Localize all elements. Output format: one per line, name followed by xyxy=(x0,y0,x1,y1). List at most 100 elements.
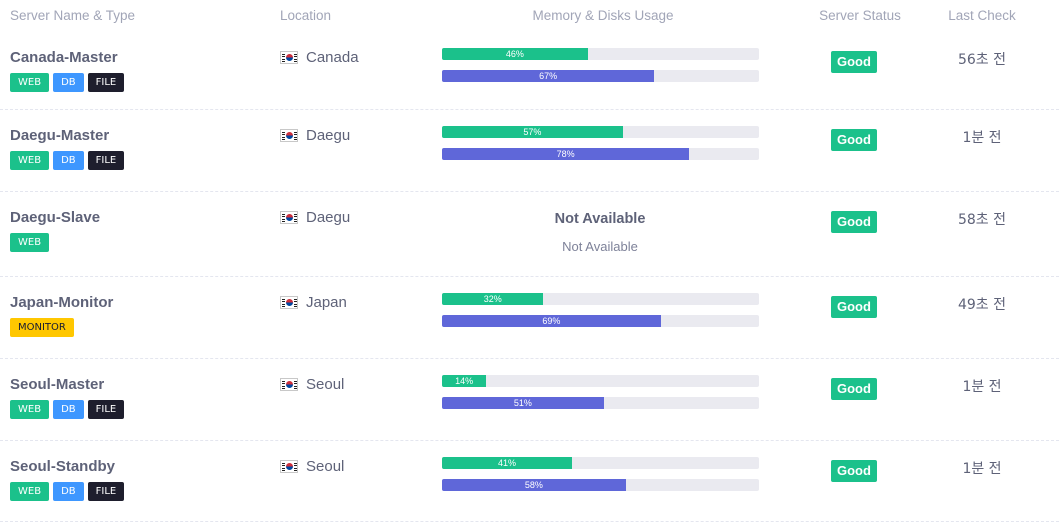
usage-cell: 41% 58% xyxy=(442,457,759,491)
tag-web: WEB xyxy=(10,73,50,92)
tag-db: DB xyxy=(53,400,84,419)
tag-web: WEB xyxy=(10,233,50,252)
status-cell: Good xyxy=(831,129,877,151)
memory-usage-bar: 46% xyxy=(442,48,759,60)
server-tags: WEB DB FILE xyxy=(10,151,125,170)
disk-usage-label: 78% xyxy=(556,149,575,159)
tag-monitor: MONITOR xyxy=(10,318,74,337)
location-name: Daegu xyxy=(306,209,351,226)
tag-file: FILE xyxy=(87,73,125,92)
usage-na-subtext: Not Available xyxy=(562,239,638,254)
location-cell: Seoul xyxy=(280,458,344,475)
status-badge: Good xyxy=(831,211,877,233)
status-badge: Good xyxy=(831,460,877,482)
memory-usage-label: 46% xyxy=(505,49,524,59)
header-usage[interactable]: Memory & Disks Usage xyxy=(532,8,674,23)
location-cell: Seoul xyxy=(280,376,344,393)
usage-na-text: Not Available xyxy=(554,211,646,227)
server-name-cell: Japan-Monitor MONITOR xyxy=(10,294,113,337)
location-cell: Daegu xyxy=(280,127,350,144)
header-status[interactable]: Server Status xyxy=(819,8,901,23)
memory-usage-bar: 41% xyxy=(442,457,759,469)
disk-usage-bar: 78% xyxy=(442,148,759,160)
last-check: 1분 전 xyxy=(962,130,1002,146)
usage-cell: 14% 51% xyxy=(442,375,759,409)
south-korea-flag-icon xyxy=(280,296,298,309)
location-name: Canada xyxy=(306,49,359,66)
table-row[interactable]: Daegu-Slave WEB Daegu Not Available Not Avai… xyxy=(0,192,1059,277)
table-row[interactable]: Seoul-Master WEB DB FILE Seoul 14% 51% Good 1분 전 xyxy=(0,359,1059,441)
header-location[interactable]: Location xyxy=(280,8,332,23)
disk-usage-label: 51% xyxy=(513,398,532,408)
tag-db: DB xyxy=(53,151,84,170)
server-tags: MONITOR xyxy=(10,318,113,337)
usage-cell: 57% 78% xyxy=(442,126,759,160)
server-name[interactable]: Daegu-Slave xyxy=(10,209,101,226)
memory-usage-bar: 32% xyxy=(442,293,759,305)
status-cell: Good xyxy=(831,211,877,233)
last-check: 56초 전 xyxy=(957,52,1007,68)
table-row[interactable]: Japan-Monitor MONITOR Japan 32% 69% Good 49초 전 xyxy=(0,277,1059,359)
location-name: Seoul xyxy=(306,376,345,393)
table-row[interactable]: Canada-Master WEB DB FILE Canada 46% 67% Good 56… xyxy=(0,32,1059,110)
location-cell: Canada xyxy=(280,49,359,66)
disk-usage-label: 67% xyxy=(539,71,558,81)
last-check: 49초 전 xyxy=(957,297,1007,313)
disk-usage-bar: 51% xyxy=(442,397,759,409)
memory-usage-bar: 14% xyxy=(442,375,759,387)
status-badge: Good xyxy=(831,129,877,151)
location-name: Daegu xyxy=(306,127,351,144)
server-tags: WEB xyxy=(10,233,100,252)
header-last-check[interactable]: Last Check xyxy=(948,8,1016,23)
table-row[interactable]: Daegu-Master WEB DB FILE Daegu 57% 78% Good 1분 전 xyxy=(0,110,1059,192)
status-cell: Good xyxy=(831,460,877,482)
status-cell: Good xyxy=(831,51,877,73)
server-tags: WEB DB FILE xyxy=(10,482,125,501)
server-name[interactable]: Daegu-Master xyxy=(10,127,110,144)
tag-web: WEB xyxy=(10,400,50,419)
tag-file: FILE xyxy=(87,400,125,419)
server-tags: WEB DB FILE xyxy=(10,73,125,92)
table-row[interactable]: Seoul-Standby WEB DB FILE Seoul 41% 58% Good 1분 … xyxy=(0,441,1059,522)
south-korea-flag-icon xyxy=(280,211,298,224)
usage-not-available: Not Available Not Available xyxy=(440,211,760,254)
disk-usage-label: 58% xyxy=(524,480,543,490)
tag-file: FILE xyxy=(87,482,125,501)
server-name[interactable]: Seoul-Master xyxy=(10,376,105,393)
disk-usage-bar: 58% xyxy=(442,479,759,491)
server-name[interactable]: Canada-Master xyxy=(10,49,118,66)
header-name-type[interactable]: Server Name & Type xyxy=(10,8,136,23)
status-badge: Good xyxy=(831,51,877,73)
south-korea-flag-icon xyxy=(280,460,298,473)
usage-cell: 32% 69% xyxy=(442,293,759,327)
server-name[interactable]: Seoul-Standby xyxy=(10,458,116,475)
status-badge: Good xyxy=(831,378,877,400)
status-badge: Good xyxy=(831,296,877,318)
server-name-cell: Seoul-Master WEB DB FILE xyxy=(10,376,125,419)
table-header: Server Name & Type Location Memory & Dis… xyxy=(0,0,1059,32)
disk-usage-bar: 67% xyxy=(442,70,759,82)
tag-web: WEB xyxy=(10,151,50,170)
memory-usage-label: 14% xyxy=(455,376,474,386)
server-name[interactable]: Japan-Monitor xyxy=(10,294,114,311)
memory-usage-label: 57% xyxy=(523,127,542,137)
usage-cell: 46% 67% xyxy=(442,48,759,82)
status-cell: Good xyxy=(831,296,877,318)
tag-web: WEB xyxy=(10,482,50,501)
server-name-cell: Canada-Master WEB DB FILE xyxy=(10,49,125,92)
memory-usage-label: 32% xyxy=(483,294,502,304)
south-korea-flag-icon xyxy=(280,51,298,64)
last-check: 1분 전 xyxy=(962,461,1002,477)
memory-usage-label: 41% xyxy=(497,458,516,468)
disk-usage-bar: 69% xyxy=(442,315,759,327)
server-name-cell: Daegu-Master WEB DB FILE xyxy=(10,127,125,170)
location-cell: Japan xyxy=(280,294,347,311)
tag-db: DB xyxy=(53,482,84,501)
location-name: Japan xyxy=(306,294,347,311)
location-name: Seoul xyxy=(306,458,345,475)
last-check: 58초 전 xyxy=(957,212,1007,228)
south-korea-flag-icon xyxy=(280,129,298,142)
status-cell: Good xyxy=(831,378,877,400)
south-korea-flag-icon xyxy=(280,378,298,391)
